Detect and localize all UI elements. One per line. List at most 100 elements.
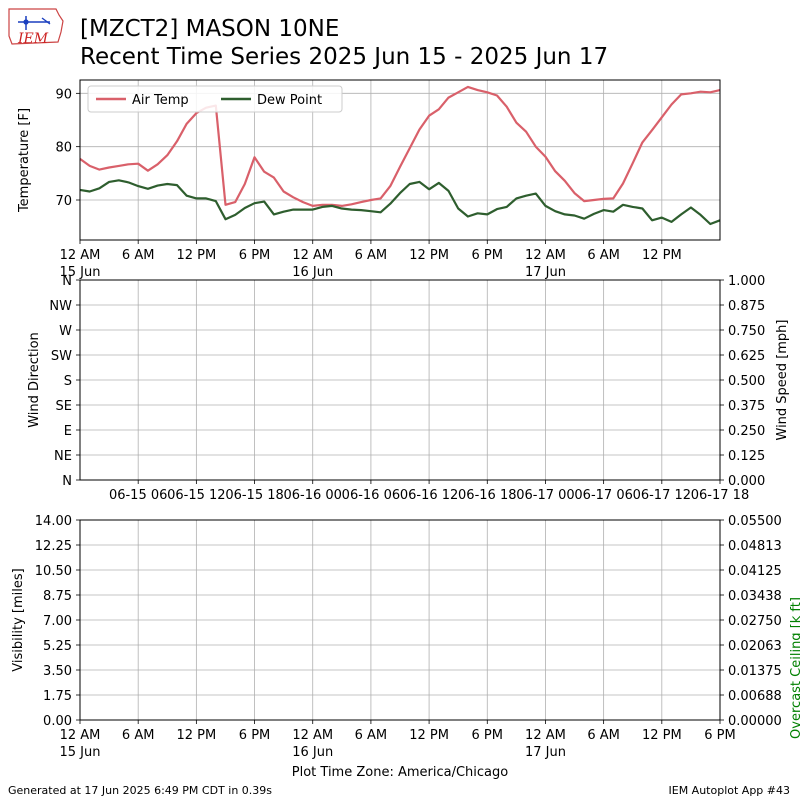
wind-xtick-label: 06-15 12 [167,488,225,503]
vis-tick-label: 1.75 [43,689,72,704]
wind-xtick-label: 06-17 06 [574,488,632,503]
temp-xtick-label: 6 PM [239,248,270,263]
wind-dir-tick-label: S [64,374,72,389]
wind-dir-tick-label: N [62,274,72,289]
wind-dir-tick-label: E [64,424,72,439]
temp-plot-frame [79,79,721,241]
ceiling-tick-label: 0.00688 [728,689,782,704]
vis-xtick-sublabel: 17 Jun [525,745,566,760]
vis-xtick-label: 6 PM [472,728,503,743]
vis-xtick-label: 6 AM [587,728,620,743]
temp-xtick-sublabel: 16 Jun [292,265,333,280]
wind-xtick-label: 06-16 06 [342,488,400,503]
series-air-temp [79,85,721,207]
vis-xtick-label: 12 AM [60,728,101,743]
iem-logo: IEM [6,6,66,52]
wind-xtick-label: 06-16 12 [400,488,458,503]
temp-ytick-label: 70 [55,194,72,209]
temp-xtick-label: 12 AM [292,248,333,263]
wind-dir-tick-label: SE [56,399,72,414]
wind-xtick-label: 06-15 18 [225,488,283,503]
chart-title: [MZCT2] MASON 10NE [80,16,340,42]
ceiling-tick-label: 0.04813 [728,539,782,554]
wind-xtick-label: 06-17 00 [516,488,574,503]
wind-dir-tick-label: NE [54,449,72,464]
vis-xtick-label: 12 PM [409,728,449,743]
vis-tick-label: 14.00 [35,514,72,529]
wind-speed-tick-label: 0.625 [728,349,765,364]
legend-label: Air Temp [132,93,189,108]
ceiling-tick-label: 0.04125 [728,564,782,579]
vis-plot-frame [79,519,721,721]
wind-speed-tick-label: 0.250 [728,424,765,439]
ceiling-ylabel: Overcast Ceiling [k ft] [789,597,800,739]
wind-dir-tick-label: N [62,474,72,489]
wind-speed-tick-label: 0.000 [728,474,765,489]
vis-tick-label: 0.00 [43,714,72,729]
temp-ytick-label: 80 [55,141,72,156]
ceiling-tick-label: 0.05500 [728,514,782,529]
wind-xtick-label: 06-15 06 [109,488,167,503]
wind-speed-ylabel: Wind Speed [mph] [775,320,790,441]
wind-speed-tick-label: 0.875 [728,299,765,314]
vis-xtick-label: 12 PM [642,728,682,743]
time-zone-xlabel: Plot Time Zone: America/Chicago [292,765,508,780]
vis-tick-label: 10.50 [35,564,72,579]
vis-tick-label: 8.75 [43,589,72,604]
chart-area: 12 AM 15 Jun 6 AM 12 PM 6 PM 12 AM 16 Jun 6 AM 1… [11,79,800,780]
wind-speed-tick-label: 0.375 [728,399,765,414]
series-dew-point [79,179,721,226]
chart-subtitle: Recent Time Series 2025 Jun 15 - 2025 Ju… [80,44,609,70]
vis-xtick-label: 12 PM [176,728,216,743]
wind-speed-tick-label: 0.500 [728,374,765,389]
ceiling-tick-label: 0.02750 [728,614,782,629]
generated-note: Generated at 17 Jun 2025 6:49 PM CDT in … [8,784,273,797]
temp-xtick-label: 6 AM [587,248,620,263]
ceiling-tick-label: 0.01375 [728,664,782,679]
vis-xtick-label: 6 AM [122,728,155,743]
vis-xtick-sublabel: 15 Jun [60,745,101,760]
temp-xtick-sublabel: 15 Jun [60,265,101,280]
logo-text: IEM [17,31,49,47]
vis-xtick-sublabel: 16 Jun [292,745,333,760]
wind-plot-frame [79,279,721,481]
vis-xtick-label: 6 PM [239,728,270,743]
temp-xtick-label: 12 PM [642,248,682,263]
temp-xtick-label: 12 AM [525,248,566,263]
wind-dir-tick-label: W [59,324,72,339]
app-label: IEM Autoplot App #43 [668,784,791,797]
wind-dir-ylabel: Wind Direction [27,332,42,428]
vis-ylabel: Visibility [miles] [11,568,26,671]
legend-label: Dew Point [257,93,322,108]
ceiling-tick-label: 0.02063 [728,639,782,654]
wind-speed-tick-label: 0.125 [728,449,765,464]
vis-tick-label: 7.00 [43,614,72,629]
legend-box [87,85,343,113]
temp-xtick-label: 6 AM [122,248,155,263]
ceiling-tick-label: 0.00000 [728,714,782,729]
vis-tick-label: 3.50 [43,664,72,679]
temp-xtick-label: 12 PM [409,248,449,263]
temp-xtick-label: 6 PM [472,248,503,263]
temp-xtick-label: 12 AM [60,248,101,263]
vis-xtick-label: 12 AM [525,728,566,743]
temp-xtick-label: 12 PM [176,248,216,263]
temp-xtick-sublabel: 17 Jun [525,265,566,280]
vis-xtick-label: 6 AM [355,728,388,743]
ceiling-tick-label: 0.03438 [728,589,782,604]
temp-ytick-label: 90 [55,87,72,102]
vis-xtick-label: 12 AM [292,728,333,743]
wind-xtick-label: 06-17 18 [691,488,749,503]
temp-ylabel: Temperature [F] [17,108,32,213]
vis-tick-label: 5.25 [43,639,72,654]
wind-speed-tick-label: 0.750 [728,324,765,339]
temp-xtick-label: 6 AM [355,248,388,263]
wind-dir-tick-label: NW [49,299,72,314]
wind-xtick-label: 06-16 00 [284,488,342,503]
wind-speed-tick-label: 1.000 [728,274,765,289]
wind-dir-tick-label: SW [51,349,72,364]
wind-xtick-label: 06-17 12 [633,488,691,503]
vis-xtick-label: 6 PM [704,728,735,743]
wind-xtick-label: 06-16 18 [458,488,516,503]
vis-tick-label: 12.25 [35,539,72,554]
